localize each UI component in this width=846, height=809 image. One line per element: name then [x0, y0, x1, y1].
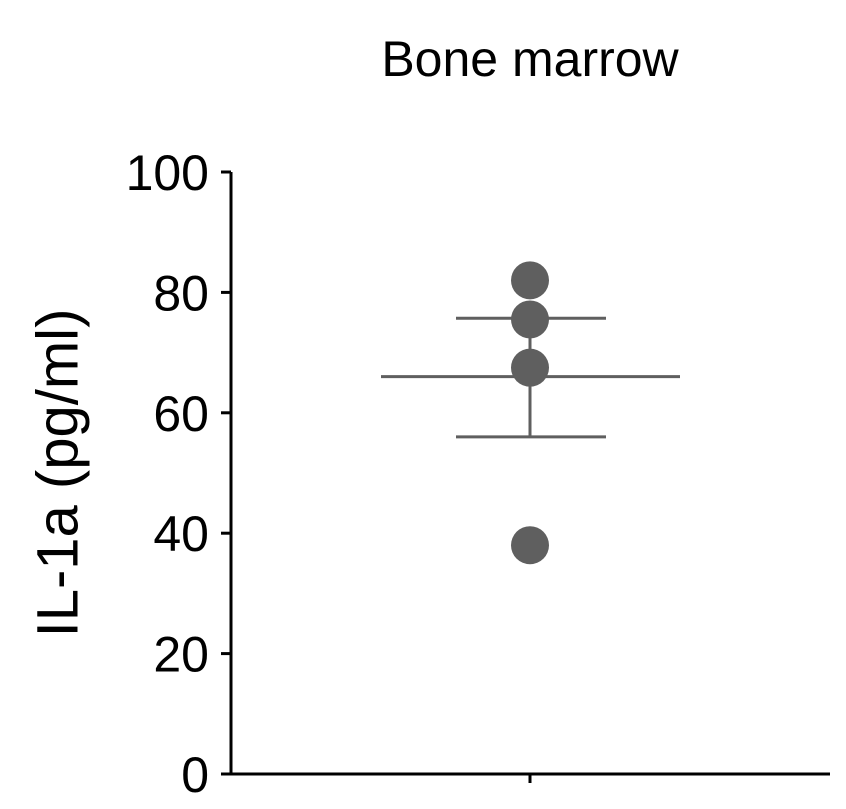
- y-tick-label: 80: [153, 265, 209, 321]
- y-tick-label: 60: [153, 386, 209, 442]
- data-point: [511, 526, 549, 565]
- y-tick-label: 40: [153, 506, 209, 562]
- data-points: [511, 261, 549, 565]
- y-ticks: 0 20 40 60 80 100: [126, 145, 231, 803]
- data-point: [511, 261, 549, 300]
- y-tick-label: 0: [181, 747, 209, 803]
- y-tick-label: 20: [153, 627, 209, 683]
- chart-title: Bone marrow: [381, 31, 679, 87]
- data-point: [511, 300, 549, 339]
- y-tick-label: 100: [126, 145, 209, 201]
- data-point: [511, 348, 549, 387]
